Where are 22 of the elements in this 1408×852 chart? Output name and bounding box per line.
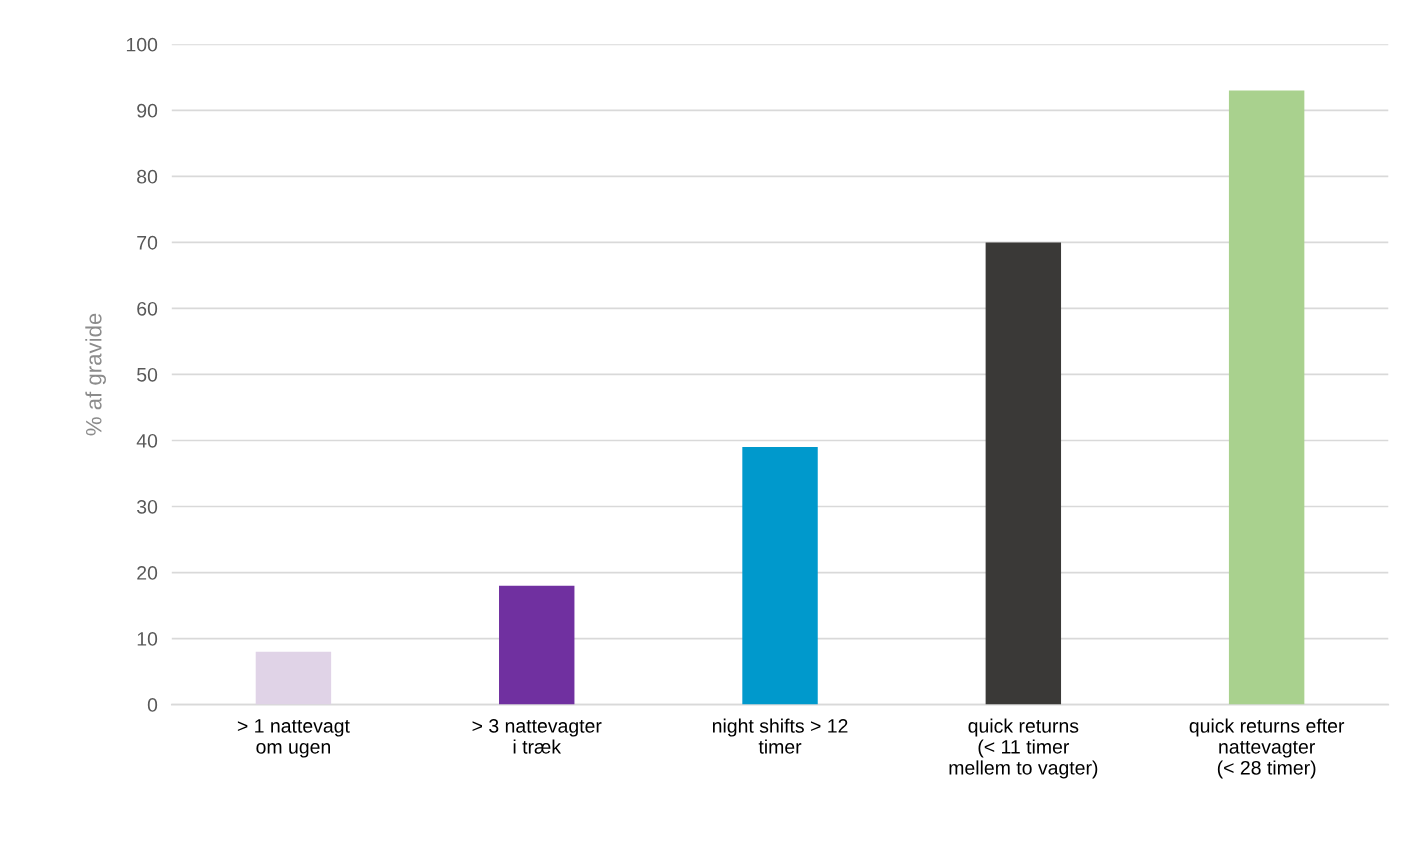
bar	[499, 585, 575, 705]
y-tick-label: 0	[147, 698, 158, 712]
y-tick-label: 60	[137, 301, 158, 316]
y-tick-label: 70	[137, 235, 158, 250]
y-tick-label: 50	[137, 367, 158, 382]
x-tick-label: night shifts > 12 timer	[712, 718, 848, 754]
bar	[742, 447, 818, 705]
x-tick-label: quick returns (< 11 timer mellem to vagter)	[949, 718, 1098, 779]
y-tick-label: 20	[137, 566, 158, 580]
bar	[255, 651, 332, 705]
y-tick-label: 30	[137, 499, 158, 514]
x-tick-label: > 3 nattevagter i træk	[472, 719, 602, 754]
y-tick-label: 100	[126, 37, 158, 52]
y-axis-title: % af gravide	[85, 313, 106, 436]
y-tick-label: 80	[137, 169, 158, 184]
bar	[985, 242, 1062, 705]
x-tick-label: > 1 nattevagt om ugen	[237, 719, 350, 758]
y-tick-label: 40	[136, 433, 158, 448]
bar	[1228, 90, 1305, 705]
y-tick-label: 90	[137, 103, 158, 118]
y-tick-label: 10	[137, 632, 158, 646]
x-tick-label: quick returns efter nattevagter (< 28 timer)	[1189, 718, 1345, 779]
